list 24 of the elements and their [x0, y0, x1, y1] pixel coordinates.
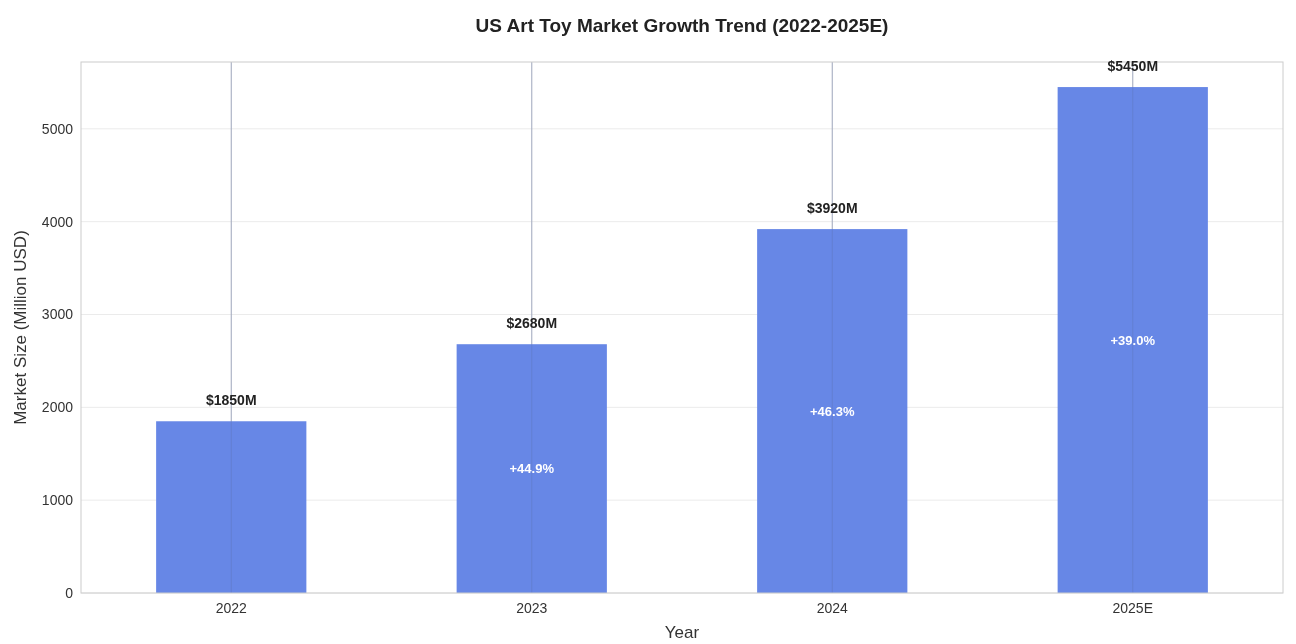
bar: [156, 421, 307, 593]
y-tick-label: 1000: [41, 492, 74, 509]
annotation: +44.9%: [509, 461, 555, 477]
y-tick-label: 5000: [41, 120, 74, 137]
chart-title: US Art Toy Market Growth Trend (2022-2025E): [475, 15, 889, 36]
bar: [757, 229, 908, 593]
annotation: +46.3%: [810, 403, 855, 419]
x-tick-label: 2023: [516, 600, 548, 616]
bar: [456, 344, 607, 593]
y-tick-label: 3000: [41, 306, 74, 323]
annotation: +39.0%: [1110, 332, 1156, 348]
bar: [1057, 87, 1208, 593]
data-label: $3920M: [806, 200, 858, 217]
data-label: $1850M: [205, 392, 257, 409]
x-tick-label: 2022: [215, 600, 248, 616]
data-label: $5450M: [1107, 58, 1159, 75]
x-tick-label: 2024: [816, 600, 849, 616]
data-label: $2680M: [506, 315, 558, 332]
y-tick-label: 4000: [41, 213, 74, 230]
y-tick-label: 0: [65, 584, 74, 601]
x-tick-label: 2025E: [1112, 600, 1153, 616]
y-axis-title: Market Size (Million USD): [11, 230, 30, 425]
x-axis-title: Year: [664, 623, 700, 642]
y-tick-label: 2000: [41, 399, 74, 416]
